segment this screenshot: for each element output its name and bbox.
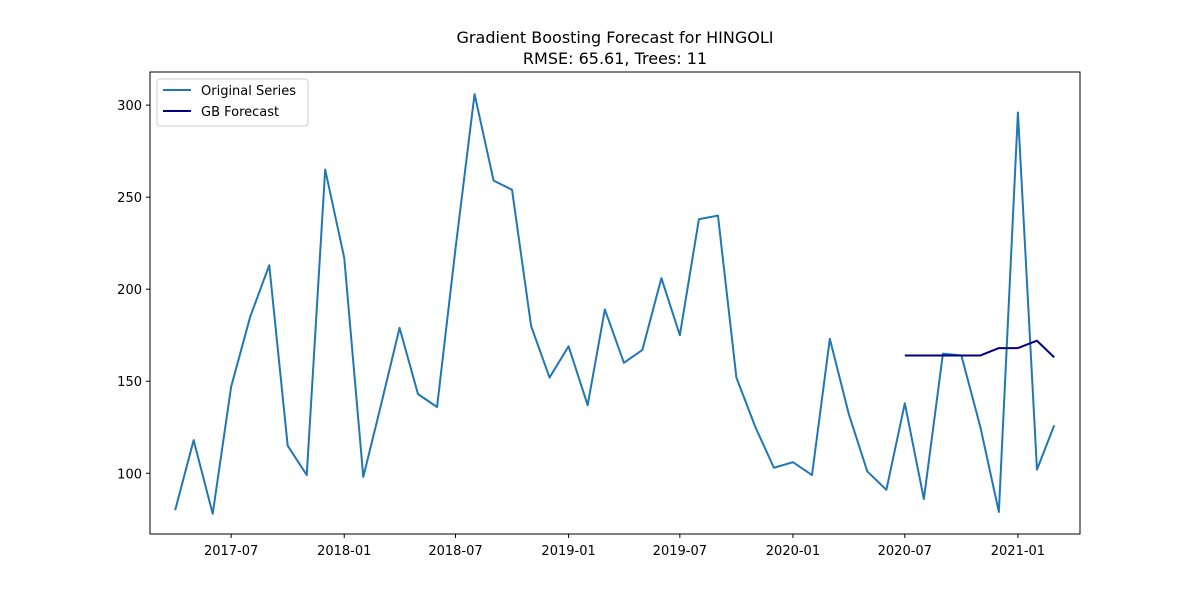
legend-label: Original Series (201, 84, 296, 99)
plot-frame (149, 71, 1081, 535)
x-tick-label: 2021-01 (991, 544, 1045, 559)
x-tick-label: 2018-01 (317, 544, 371, 559)
x-tick-label: 2019-07 (653, 544, 707, 559)
chart-subtitle: RMSE: 65.61, Trees: 11 (523, 49, 707, 68)
y-tick-label: 100 (117, 467, 142, 482)
series-line-original-series (174, 93, 1056, 515)
x-tick-label: 2019-01 (541, 544, 595, 559)
legend-label: GB Forecast (201, 105, 279, 120)
legend: Original Series GB Forecast (156, 78, 309, 127)
series-line-gb-forecast (904, 339, 1055, 359)
series-layer (174, 93, 1056, 515)
x-tick-label: 2018-07 (428, 544, 482, 559)
chart-title: Gradient Boosting Forecast for HINGOLI (457, 28, 774, 47)
plot-area (150, 72, 1080, 534)
legend-box (156, 78, 309, 127)
y-tick-label: 250 (117, 191, 142, 206)
y-tick-label: 300 (117, 99, 142, 114)
ticks-layer: 100 150 200 250 300 2017-07 2018-01 2018-07 2019… (117, 99, 1045, 559)
x-tick-label: 2020-01 (766, 544, 820, 559)
x-tick-label: 2020-07 (878, 544, 932, 559)
x-tick-label: 2017-07 (204, 544, 258, 559)
y-tick-label: 150 (117, 375, 142, 390)
y-tick-label: 200 (117, 283, 142, 298)
